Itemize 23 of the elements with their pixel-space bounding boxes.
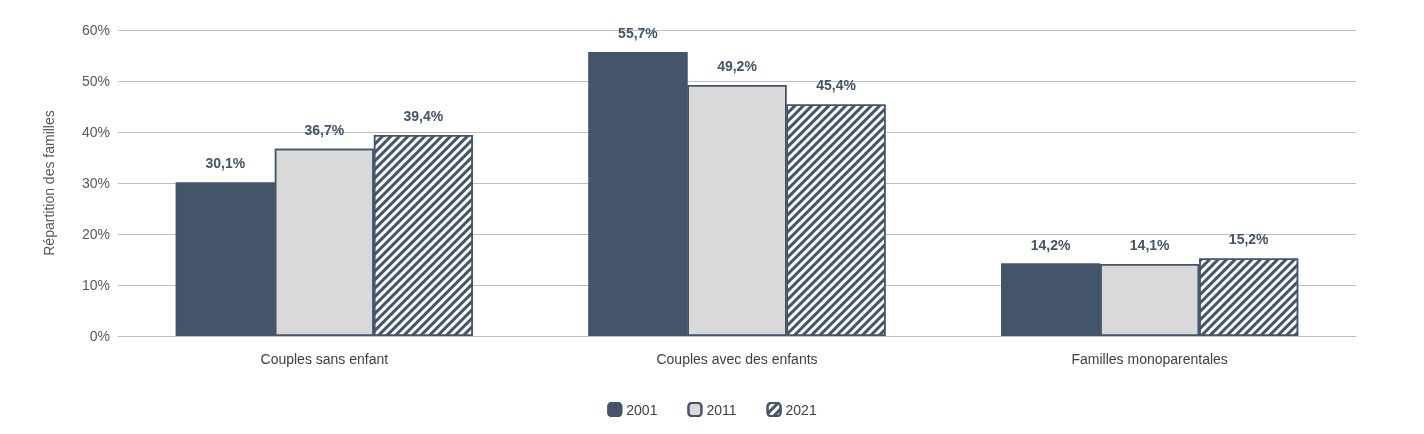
data-label: 49,2% — [717, 58, 758, 75]
data-label: 55,7% — [618, 24, 659, 41]
y-axis-title: Répartition des familles — [41, 110, 57, 256]
data-label: 36,7% — [304, 121, 345, 138]
data-label: 45,4% — [816, 77, 857, 94]
y-tick-label: 20% — [81, 226, 110, 242]
y-tick-label: 30% — [81, 175, 110, 191]
y-tick-label: 0% — [89, 328, 110, 344]
data-label: 14,1% — [1129, 237, 1171, 254]
data-label: 15,2% — [1228, 231, 1270, 248]
legend-label: 2001 — [626, 401, 658, 418]
x-tick-label: Couples sans enfant — [260, 351, 389, 367]
legend-label: 2021 — [785, 401, 817, 418]
data-label: 39,4% — [403, 108, 444, 125]
y-tick-label: 10% — [81, 277, 110, 293]
data-label: 30,1% — [205, 155, 246, 172]
y-tick-label: 60% — [81, 22, 110, 38]
x-tick-label: Couples avec des enfants — [656, 351, 818, 367]
x-tick-label: Familles monoparentales — [1071, 351, 1228, 367]
data-label: 14,2% — [1030, 236, 1072, 253]
y-tick-label: 50% — [81, 73, 110, 89]
legend-label: 2011 — [706, 401, 737, 418]
y-tick-label: 40% — [81, 124, 110, 140]
